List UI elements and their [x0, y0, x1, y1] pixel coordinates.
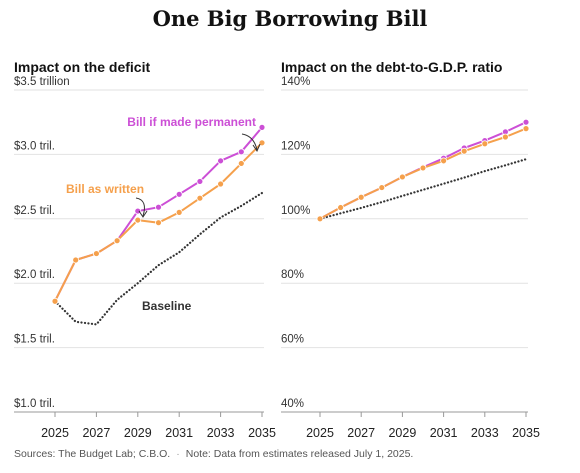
deficit-ytick-label: $1.0 tril.	[14, 398, 55, 410]
deficit-written-point	[237, 160, 245, 167]
chart-title: One Big Borrowing Bill	[152, 6, 428, 31]
deficit-ytick-label: $3.5 trillion	[14, 76, 70, 88]
deficit-baseline-line	[53, 191, 264, 326]
separator-dot: ·	[176, 448, 180, 460]
arrow-permanent-head	[252, 143, 261, 153]
deficit-ytick-label: $3.0 tril.	[14, 140, 55, 152]
deficit-xtick-label: 2029	[124, 426, 152, 440]
deficit-written-point	[113, 237, 121, 245]
debt-ratio-xtick-label: 2025	[306, 426, 334, 440]
deficit-xtick-label: 2031	[165, 426, 193, 440]
deficit-xtick-label: 2035	[248, 426, 276, 440]
debt-ratio-written-point	[398, 173, 406, 181]
deficit-permanent-point	[175, 190, 183, 198]
debt-ratio-ytick-label: 140%	[281, 76, 310, 88]
deficit-permanent-point	[134, 207, 142, 215]
deficit-permanent-line	[54, 126, 263, 302]
deficit-written-point	[217, 180, 225, 188]
debt-ratio-baseline-line	[318, 158, 528, 220]
deficit-ytick-label: $2.5 tril.	[14, 205, 55, 217]
deficit-written-point	[155, 219, 162, 227]
debt-ratio-written-point	[522, 125, 530, 133]
label-baseline: Baseline	[142, 299, 192, 313]
debt-ratio-written-line	[319, 127, 527, 220]
debt-ratio-written-point	[481, 140, 489, 148]
label-bill-permanent: Bill if made permanent	[127, 115, 256, 129]
debt-ratio-xtick-label: 2029	[388, 426, 416, 440]
debt-ratio-written-point	[378, 184, 386, 191]
debt-ratio-xtick-label: 2027	[347, 426, 375, 440]
deficit-permanent-point	[217, 157, 225, 165]
debt-ratio-written-point	[357, 193, 365, 201]
debt-ratio-permanent-point	[522, 118, 530, 126]
debt-ratio-xtick-label: 2035	[512, 426, 540, 440]
debt-ratio-written-point	[440, 157, 448, 165]
arrow-written-head	[138, 210, 148, 218]
deficit-permanent-point	[237, 148, 245, 156]
deficit-permanent-point	[196, 178, 204, 185]
debt-ratio-written-point	[419, 164, 427, 172]
debt-ratio-ytick-label: 80%	[281, 269, 304, 281]
deficit-permanent-point	[258, 123, 266, 131]
deficit-written-point	[72, 256, 80, 264]
deficit-ytick-label: $1.5 tril.	[14, 334, 55, 346]
debt-ratio-xtick-label: 2033	[471, 426, 499, 440]
deficit-written-point	[175, 208, 183, 216]
deficit-written-point	[93, 250, 100, 257]
deficit-permanent-point	[155, 203, 162, 211]
deficit-xtick-label: 2033	[207, 426, 235, 440]
debt-ratio-ytick-label: 60%	[281, 334, 304, 346]
label-bill-as-written: Bill as written	[66, 182, 144, 196]
deficit-written-point	[258, 139, 266, 147]
source-credit: Sources: The Budget Lab; C.B.O.	[14, 448, 171, 460]
debt-ratio-ytick-label: 120%	[281, 140, 310, 152]
debt-ratio-ytick-label: 100%	[281, 205, 310, 217]
deficit-xtick-label: 2027	[82, 426, 110, 440]
deficit-ytick-label: $2.0 tril.	[14, 269, 55, 281]
deficit-written-point	[51, 297, 59, 305]
arrow-written	[135, 197, 145, 217]
debt-ratio-written-point	[316, 215, 324, 223]
deficit-written-point	[134, 216, 142, 224]
debt-ratio-panel-title: Impact on the debt-to-G.D.P. ratio	[281, 59, 503, 75]
source-note: Sources: The Budget Lab; C.B.O. · Note: Da…	[14, 448, 413, 460]
deficit-panel-title: Impact on the deficit	[14, 59, 151, 75]
debt-ratio-written-point	[460, 147, 468, 155]
debt-ratio-xtick-label: 2031	[430, 426, 458, 440]
debt-ratio-written-point	[501, 133, 509, 141]
deficit-written-point	[196, 194, 204, 202]
debt-ratio-written-point	[337, 204, 345, 211]
data-note: Note: Data from estimates released July …	[185, 448, 414, 460]
debt-ratio-ytick-label: 40%	[281, 398, 304, 410]
arrow-permanent	[241, 133, 258, 151]
deficit-xtick-label: 2025	[41, 426, 69, 440]
